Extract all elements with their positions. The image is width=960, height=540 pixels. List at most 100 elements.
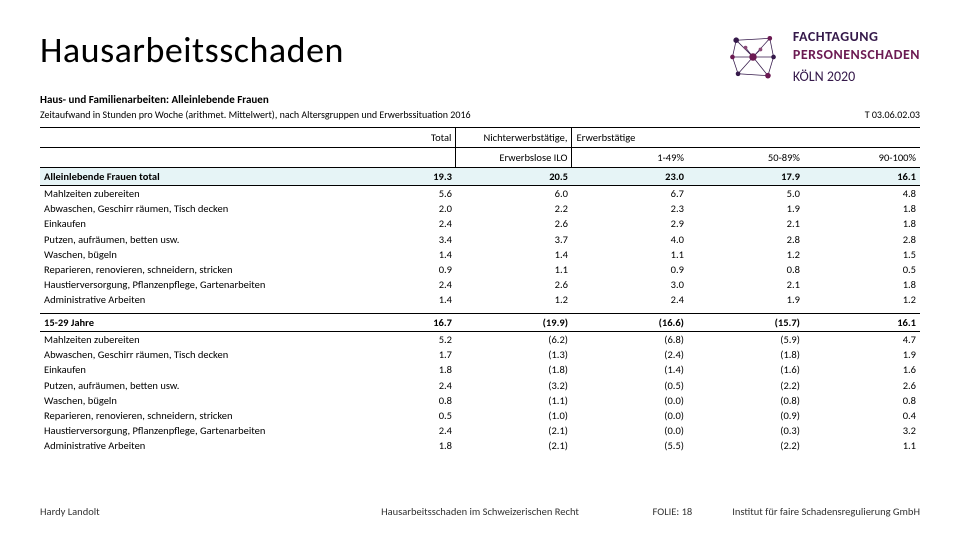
cell-value: 16.1 <box>804 314 920 332</box>
cell-value: 0.5 <box>340 408 456 423</box>
cell-value: 1.2 <box>804 292 920 307</box>
logo-subtitle: KÖLN 2020 <box>793 68 920 85</box>
table-row: Reparieren, renovieren, schneidern, stri… <box>40 262 920 277</box>
logo-text-line1: FACHTAGUNG <box>793 28 920 45</box>
cell-value: 2.4 <box>340 378 456 393</box>
row-label: Mahlzeiten zubereiten <box>40 332 340 348</box>
cell-value: 1.8 <box>804 216 920 231</box>
table-row: Putzen, aufräumen, betten usw.3.43.74.02… <box>40 232 920 247</box>
cell-value: 0.5 <box>804 262 920 277</box>
cell-value: (0.5) <box>572 378 688 393</box>
table-row: Mahlzeiten zubereiten5.2(6.2)(6.8)(5.9)4… <box>40 332 920 348</box>
cell-value: 1.8 <box>340 438 456 453</box>
cell-value: (1.3) <box>456 347 572 362</box>
cell-value: (0.0) <box>572 423 688 438</box>
cell-value: (0.0) <box>572 393 688 408</box>
cell-value: (1.1) <box>456 393 572 408</box>
slide-title: Hausarbeitsschaden <box>40 28 344 72</box>
cell-value: 1.2 <box>688 247 804 262</box>
cell-value: 1.6 <box>804 362 920 377</box>
logo-text-line2: PERSONENSCHADEN <box>793 46 920 63</box>
row-label: Alleinlebende Frauen total <box>40 168 340 186</box>
row-label: Einkaufen <box>40 216 340 231</box>
cell-value: 0.8 <box>340 393 456 408</box>
cell-value: 1.8 <box>804 201 920 216</box>
cell-value: 2.4 <box>340 423 456 438</box>
table-row: Waschen, bügeln1.41.41.11.21.5 <box>40 247 920 262</box>
cell-value: (0.3) <box>688 423 804 438</box>
table-row: Haustierversorgung, Pflanzenpflege, Gart… <box>40 277 920 292</box>
cell-value: (0.9) <box>688 408 804 423</box>
cell-value: 6.0 <box>456 186 572 202</box>
row-label: Haustierversorgung, Pflanzenpflege, Gart… <box>40 423 340 438</box>
cell-value: 4.8 <box>804 186 920 202</box>
row-label: Putzen, aufräumen, betten usw. <box>40 232 340 247</box>
cell-value: 2.3 <box>572 201 688 216</box>
table-row: Alleinlebende Frauen total19.320.523.017… <box>40 168 920 186</box>
cell-value: (1.6) <box>688 362 804 377</box>
cell-value: 1.5 <box>804 247 920 262</box>
row-label: Einkaufen <box>40 362 340 377</box>
cell-value: 2.4 <box>340 216 456 231</box>
cell-value: (6.8) <box>572 332 688 348</box>
cell-value: 0.4 <box>804 408 920 423</box>
cell-value: (3.2) <box>456 378 572 393</box>
footer-folie: FOLIE: 18 <box>653 505 693 518</box>
cell-value: 2.4 <box>572 292 688 307</box>
table-row: Reparieren, renovieren, schneidern, stri… <box>40 408 920 423</box>
cell-value: (2.1) <box>456 423 572 438</box>
cell-value: 2.2 <box>456 201 572 216</box>
slide-footer: Hardy Landolt Hausarbeitsschaden im Schw… <box>0 505 960 518</box>
cell-value: 23.0 <box>572 168 688 186</box>
col-c2: 50-89% <box>688 148 804 168</box>
row-label: Reparieren, renovieren, schneidern, stri… <box>40 262 340 277</box>
cell-value: (2.4) <box>572 347 688 362</box>
row-label: Abwaschen, Geschirr räumen, Tisch decken <box>40 201 340 216</box>
row-label: Waschen, bügeln <box>40 393 340 408</box>
cell-value: 1.4 <box>456 247 572 262</box>
col-total: Total <box>340 128 456 148</box>
cell-value: 2.6 <box>456 277 572 292</box>
table-row: Putzen, aufräumen, betten usw.2.4(3.2)(0… <box>40 378 920 393</box>
table-row: Administrative Arbeiten1.8(2.1)(5.5)(2.2… <box>40 438 920 453</box>
table-row: Einkaufen1.8(1.8)(1.4)(1.6)1.6 <box>40 362 920 377</box>
table-code: T 03.06.02.03 <box>865 108 920 121</box>
col-c1: 1-49% <box>572 148 688 168</box>
cell-value: (5.9) <box>688 332 804 348</box>
cell-value: 20.5 <box>456 168 572 186</box>
cell-value: 0.8 <box>688 262 804 277</box>
cell-value: (0.0) <box>572 408 688 423</box>
cell-value: 1.4 <box>340 292 456 307</box>
cell-value: (2.1) <box>456 438 572 453</box>
cell-value: 2.6 <box>804 378 920 393</box>
cell-value: 2.9 <box>572 216 688 231</box>
cell-value: 2.8 <box>688 232 804 247</box>
cell-value: 2.0 <box>340 201 456 216</box>
table-row: Waschen, bügeln0.8(1.1)(0.0)(0.8)0.8 <box>40 393 920 408</box>
data-table: Total Nichterwerbstätige, Erwerbstätige … <box>40 127 920 454</box>
table-row: Abwaschen, Geschirr räumen, Tisch decken… <box>40 201 920 216</box>
row-label: Mahlzeiten zubereiten <box>40 186 340 202</box>
table-subtitle: Zeitaufwand in Stunden pro Woche (arithm… <box>40 108 471 121</box>
cell-value: 17.9 <box>688 168 804 186</box>
cell-value: 2.1 <box>688 216 804 231</box>
row-label: Administrative Arbeiten <box>40 438 340 453</box>
cell-value: 5.0 <box>688 186 804 202</box>
cell-value: (0.8) <box>688 393 804 408</box>
cell-value: (6.2) <box>456 332 572 348</box>
cell-value: (19.9) <box>456 314 572 332</box>
cell-value: 0.8 <box>804 393 920 408</box>
cell-value: 1.1 <box>572 247 688 262</box>
cell-value: 3.2 <box>804 423 920 438</box>
cell-value: 1.1 <box>456 262 572 277</box>
cell-value: 0.9 <box>340 262 456 277</box>
network-icon <box>725 29 781 85</box>
cell-value: 16.7 <box>340 314 456 332</box>
row-label: Abwaschen, Geschirr räumen, Tisch decken <box>40 347 340 362</box>
logo-block: FACHTAGUNG PERSONENSCHADEN KÖLN 2020 <box>725 28 920 85</box>
cell-value: 1.4 <box>340 247 456 262</box>
cell-value: 1.8 <box>804 277 920 292</box>
cell-value: 1.9 <box>688 292 804 307</box>
cell-value: 3.4 <box>340 232 456 247</box>
cell-value: (1.4) <box>572 362 688 377</box>
